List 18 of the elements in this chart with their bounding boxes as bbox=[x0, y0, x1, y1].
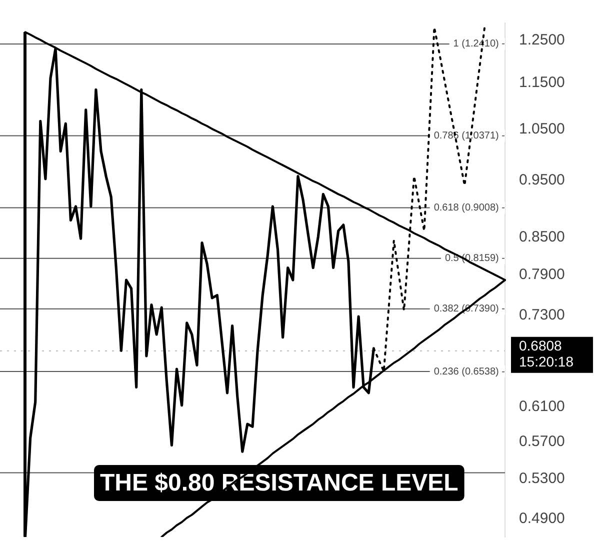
y-tick-label: 1.1500 bbox=[519, 74, 565, 92]
annotation: THE $0.80 RESISTANCE LEVEL bbox=[100, 470, 458, 497]
y-tick-label: 0.5300 bbox=[519, 470, 565, 487]
y-tick-label: 1.2500 bbox=[519, 31, 565, 48]
ref-line-label: 0.786 (1.0371) - bbox=[434, 130, 505, 142]
y-tick-label: 0.6100 bbox=[519, 398, 565, 416]
ref-line-label: 0.618 (0.9008) - bbox=[434, 202, 505, 214]
y-tick-label: 0.7300 bbox=[519, 306, 565, 324]
y-tick-label: 0.9500 bbox=[519, 172, 565, 189]
ref-line-label: 0.6808 bbox=[519, 338, 562, 354]
text: 15:20:18 bbox=[519, 354, 574, 370]
y-tick-label: 0.5700 bbox=[519, 432, 565, 450]
ref-line-label: 0.236 (0.6538) - bbox=[434, 366, 505, 378]
y-tick-label: 0.8500 bbox=[519, 228, 565, 246]
ref-line-label: 1 (1.2410) - bbox=[453, 38, 505, 50]
y-tick-label: 1.0500 bbox=[519, 120, 565, 138]
y-tick-label: 0.7900 bbox=[519, 266, 565, 283]
y-tick-label: 0.4900 bbox=[519, 510, 565, 528]
